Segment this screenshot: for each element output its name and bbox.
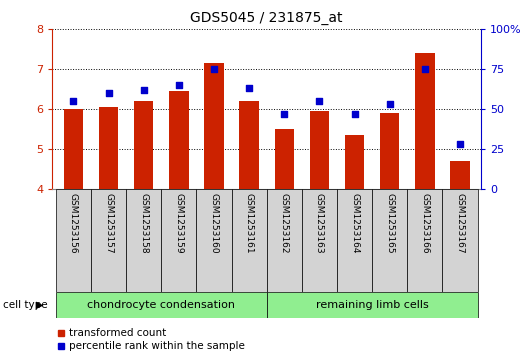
Text: GSM1253165: GSM1253165	[385, 193, 394, 253]
Bar	[169, 91, 188, 189]
Point	[140, 87, 148, 93]
Bar	[275, 129, 294, 189]
Bar	[267, 292, 477, 318]
Bar	[56, 189, 91, 292]
Point	[385, 101, 394, 107]
Point	[280, 111, 289, 117]
Bar	[64, 109, 83, 189]
Point	[420, 66, 429, 72]
Point	[210, 66, 218, 72]
Bar	[450, 161, 470, 189]
Text: cell type: cell type	[3, 300, 47, 310]
Bar	[99, 107, 118, 189]
Bar	[345, 135, 365, 189]
Text: chondrocyte condensation: chondrocyte condensation	[87, 300, 235, 310]
Bar	[310, 111, 329, 189]
Bar	[337, 189, 372, 292]
Bar	[407, 189, 442, 292]
Text: GSM1253160: GSM1253160	[210, 193, 219, 253]
Bar	[442, 189, 477, 292]
Bar	[232, 189, 267, 292]
Bar	[204, 63, 224, 189]
Text: GSM1253162: GSM1253162	[280, 193, 289, 253]
Bar	[415, 53, 435, 189]
Text: GSM1253163: GSM1253163	[315, 193, 324, 253]
Text: GSM1253156: GSM1253156	[69, 193, 78, 253]
Text: GSM1253159: GSM1253159	[174, 193, 184, 253]
Bar	[302, 189, 337, 292]
Text: GSM1253158: GSM1253158	[139, 193, 148, 253]
Text: GSM1253167: GSM1253167	[456, 193, 464, 253]
Point	[175, 82, 183, 88]
Bar	[161, 189, 197, 292]
Bar	[56, 292, 267, 318]
Text: GSM1253157: GSM1253157	[104, 193, 113, 253]
Bar	[91, 189, 126, 292]
Bar	[240, 101, 259, 189]
Point	[245, 85, 253, 91]
Text: ▶: ▶	[36, 300, 43, 310]
Legend: transformed count, percentile rank within the sample: transformed count, percentile rank withi…	[58, 328, 245, 351]
Point	[105, 90, 113, 96]
Bar	[372, 189, 407, 292]
Bar	[126, 189, 161, 292]
Text: GSM1253161: GSM1253161	[245, 193, 254, 253]
Title: GDS5045 / 231875_at: GDS5045 / 231875_at	[190, 11, 343, 25]
Bar	[267, 189, 302, 292]
Point	[315, 98, 324, 104]
Point	[69, 98, 77, 104]
Point	[350, 111, 359, 117]
Bar	[197, 189, 232, 292]
Text: GSM1253164: GSM1253164	[350, 193, 359, 253]
Text: GSM1253166: GSM1253166	[420, 193, 429, 253]
Point	[456, 141, 464, 147]
Text: remaining limb cells: remaining limb cells	[316, 300, 428, 310]
Bar	[134, 101, 153, 189]
Bar	[380, 113, 400, 189]
